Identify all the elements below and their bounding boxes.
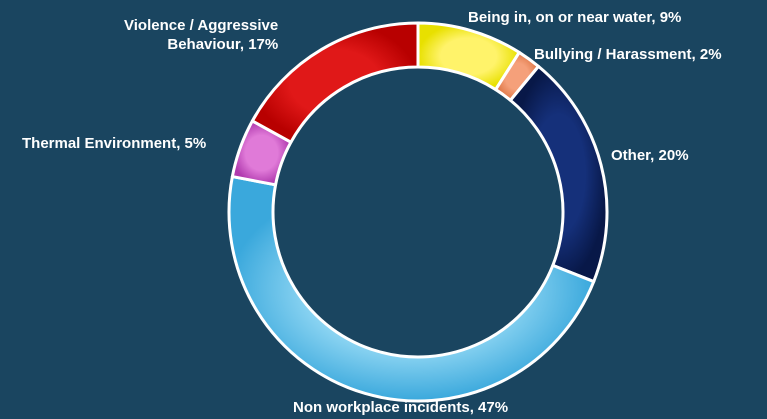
slice-violence-aggressive — [250, 21, 420, 144]
label-bullying-harassment: Bullying / Harassment, 2% — [534, 46, 722, 63]
label-thermal-environment: Thermal Environment, 5% — [22, 135, 207, 152]
label-non-workplace-incidents: Non workplace incidents, 47% — [293, 399, 509, 416]
label-violence-line-2: Behaviour, 17% — [167, 36, 279, 53]
label-other: Other, 20% — [611, 147, 689, 164]
slices-group — [227, 21, 609, 403]
label-being-in-water: Being in, on or near water, 9% — [468, 9, 682, 26]
slice-non-workplace-incidents — [227, 175, 596, 403]
label-violence-aggressive: Violence / Aggressive Behaviour, 17% — [124, 16, 278, 54]
slice-other — [508, 64, 609, 284]
label-violence-line-1: Violence / Aggressive — [124, 17, 279, 34]
